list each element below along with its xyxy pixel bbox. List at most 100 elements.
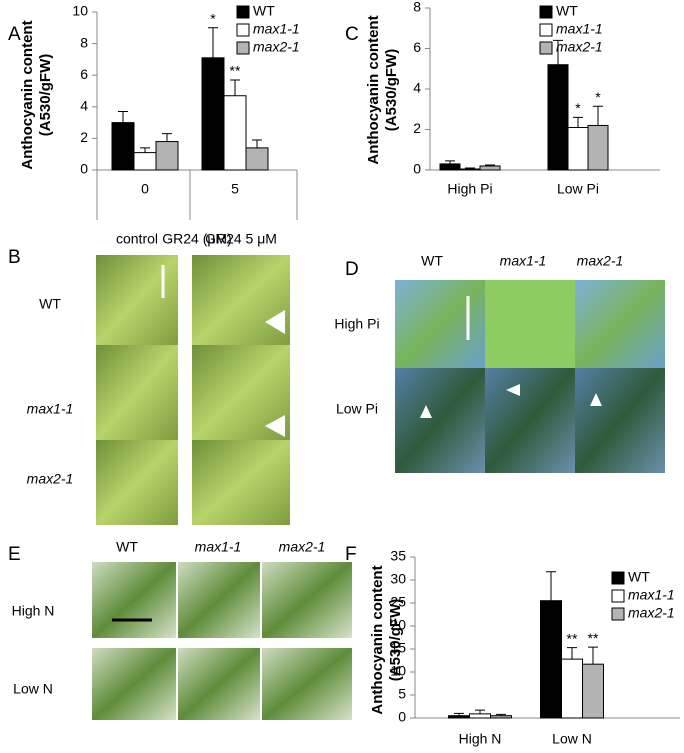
- column-label: WT: [116, 539, 138, 555]
- bar: [490, 715, 512, 719]
- y-tick-label: 8: [413, 0, 421, 15]
- photo: [575, 280, 665, 368]
- x-axis-label: GR24 (μM): [162, 231, 232, 247]
- photo-grid-e: [92, 562, 352, 720]
- y-tick-label: 10: [72, 3, 88, 19]
- bar: [245, 147, 269, 171]
- bar: [448, 715, 470, 719]
- error-bar: [485, 164, 495, 166]
- error-bar: [445, 160, 455, 164]
- column-label: max2-1: [279, 539, 326, 555]
- error-bar: [465, 167, 475, 169]
- legend-label: max2-1: [628, 605, 675, 621]
- x-tick-label: High N: [459, 731, 502, 747]
- error-bar: [567, 647, 577, 660]
- legend-swatch: [236, 41, 250, 55]
- photo: [96, 440, 178, 525]
- row-label: Low N: [13, 681, 53, 697]
- significance-label: **: [230, 63, 241, 79]
- x-tick-label: 5: [231, 181, 239, 197]
- legend-label: WT: [628, 569, 650, 585]
- bar: [587, 124, 609, 171]
- panel-label: B: [8, 247, 21, 268]
- error-bar: [208, 27, 218, 58]
- y-axis-label: (A530/gFW): [37, 54, 54, 137]
- x-tick-label: 0: [141, 181, 149, 197]
- column-label: WT: [421, 253, 443, 269]
- panel-label: D: [345, 259, 359, 280]
- photo-grid-b: [96, 255, 290, 525]
- x-tick-label: Low Pi: [557, 181, 599, 197]
- legend-label: max1-1: [628, 587, 675, 603]
- bar: [155, 141, 179, 171]
- bar: [223, 95, 247, 171]
- significance-label: **: [567, 630, 578, 646]
- legend-label: max2-1: [253, 39, 300, 55]
- y-axis-label: Anthocyanin content: [369, 565, 386, 714]
- column-label: max2-1: [577, 253, 624, 269]
- panel-label: F: [345, 544, 357, 565]
- y-axis-label: (A530/gFW): [383, 49, 400, 132]
- error-bar: [573, 116, 583, 128]
- legend-label: WT: [556, 3, 578, 19]
- bar: [459, 168, 481, 171]
- y-tick-label: 2: [413, 120, 421, 136]
- bar: [201, 57, 225, 171]
- error-bar: [162, 133, 172, 142]
- arrowhead: [420, 405, 432, 418]
- photo: [192, 255, 290, 345]
- significance-label: *: [575, 100, 581, 116]
- bar: [540, 600, 562, 719]
- photo: [178, 562, 260, 638]
- photo: [92, 648, 176, 720]
- bar: [111, 122, 135, 171]
- error-bar: [593, 105, 603, 126]
- x-tick-label: Low N: [552, 731, 592, 747]
- bar: [439, 163, 461, 171]
- photo: [96, 255, 178, 345]
- panel-label: C: [345, 24, 359, 45]
- y-tick-label: 0: [80, 161, 88, 177]
- error-bar: [496, 713, 506, 716]
- y-tick-label: 35: [390, 548, 406, 564]
- y-tick-label: 4: [413, 80, 421, 96]
- y-tick-label: 5: [398, 686, 406, 702]
- x-tick-label: High Pi: [447, 181, 492, 197]
- photo: [96, 345, 178, 440]
- error-bar: [588, 646, 598, 665]
- y-axis-label: Anthocyanin content: [19, 20, 36, 169]
- column-label: GR24 5 μM: [205, 231, 277, 247]
- legend-swatch: [611, 571, 625, 585]
- y-tick-label: 25: [390, 594, 406, 610]
- legend-label: WT: [253, 3, 275, 19]
- bar: [547, 64, 569, 171]
- photo: [262, 562, 352, 638]
- arrowhead: [265, 415, 285, 437]
- column-label: control: [116, 231, 158, 247]
- y-tick-label: 10: [390, 663, 406, 679]
- error-bar: [252, 139, 262, 148]
- error-bar: [475, 709, 485, 714]
- y-tick-label: 6: [80, 66, 88, 82]
- error-bar: [553, 39, 563, 65]
- legend-swatch: [611, 589, 625, 603]
- y-tick-label: 15: [390, 640, 406, 656]
- photo-grid-d: [395, 280, 665, 473]
- panel-label: A: [8, 24, 21, 45]
- y-tick-label: 8: [80, 34, 88, 50]
- y-tick-label: 0: [398, 709, 406, 725]
- error-bar: [546, 571, 556, 601]
- bar: [479, 165, 501, 171]
- significance-label: *: [595, 89, 601, 105]
- legend-swatch: [539, 23, 553, 37]
- bar: [133, 152, 157, 171]
- legend-swatch: [539, 5, 553, 19]
- photo: [178, 648, 260, 720]
- column-label: max1-1: [195, 539, 242, 555]
- arrowhead: [590, 393, 602, 406]
- row-label: High Pi: [334, 316, 379, 332]
- column-label: max1-1: [500, 253, 547, 269]
- y-tick-label: 2: [80, 129, 88, 145]
- y-tick-label: 20: [390, 617, 406, 633]
- bar: [561, 658, 583, 719]
